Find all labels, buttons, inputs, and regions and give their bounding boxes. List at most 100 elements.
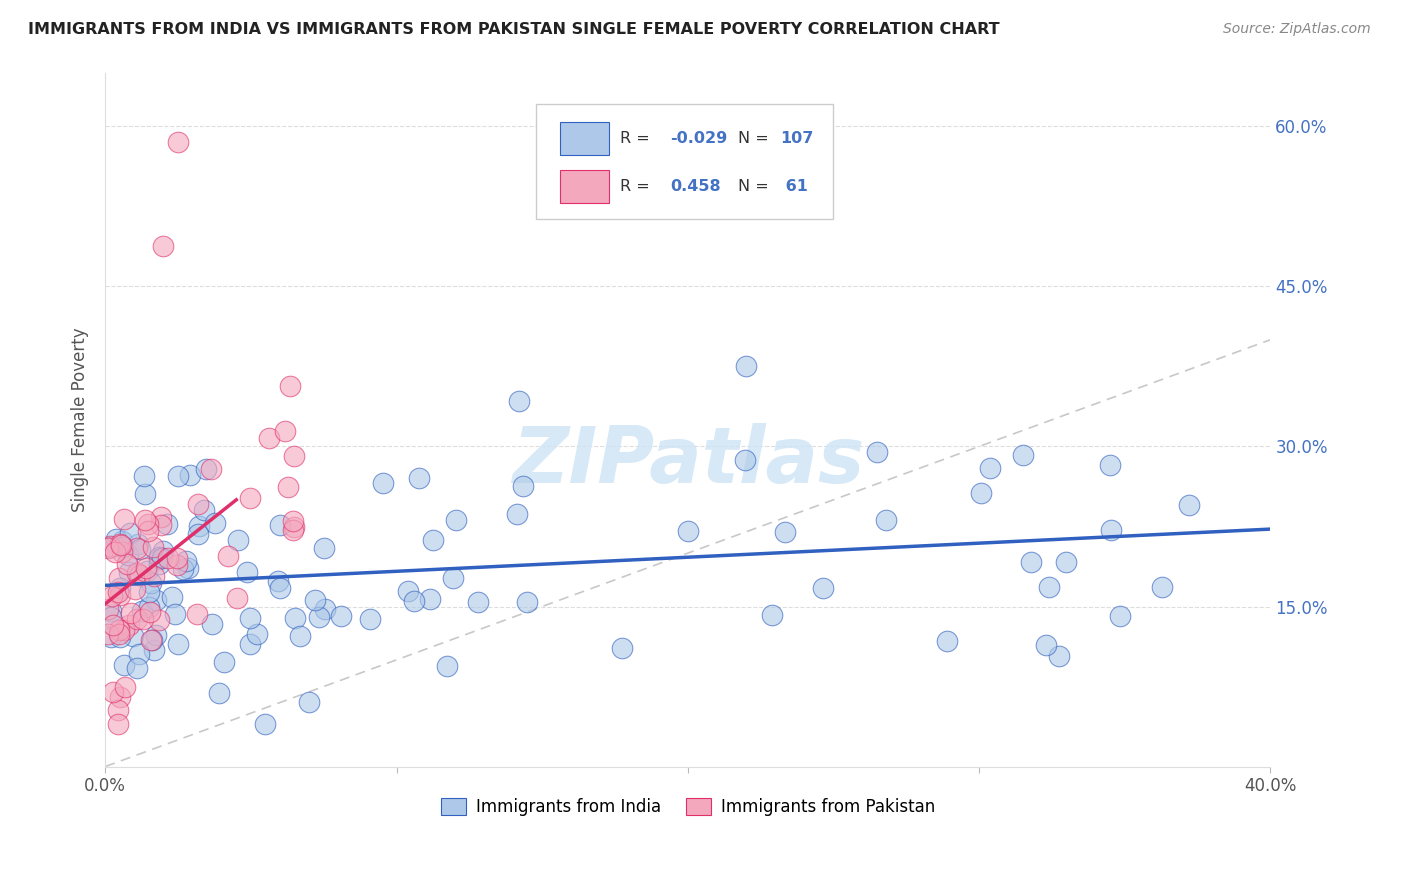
Point [110, 588, 132, 602]
Point [100, 540, 122, 554]
Point [110, 630, 132, 644]
Text: Source: ZipAtlas.com: Source: ZipAtlas.com [1223, 22, 1371, 37]
Point [773, 525, 796, 540]
Point [100, 630, 122, 644]
Point [277, 480, 299, 494]
Point [108, 626, 131, 640]
Point [152, 544, 174, 558]
Point [157, 551, 180, 566]
Point [225, 591, 247, 605]
Point [187, 497, 209, 511]
Text: 61: 61 [780, 179, 807, 194]
Point [125, 612, 148, 626]
Point [371, 476, 394, 491]
Point [177, 561, 200, 575]
Point [165, 607, 187, 622]
Point [111, 545, 134, 559]
Point [97, 541, 120, 555]
Point [304, 593, 326, 607]
Point [312, 541, 335, 555]
Point [419, 591, 441, 606]
Text: N =: N = [738, 130, 773, 145]
Point [139, 633, 162, 648]
Point [110, 538, 132, 552]
Y-axis label: Single Female Poverty: Single Female Poverty [72, 327, 89, 512]
Text: 0.458: 0.458 [671, 179, 721, 194]
Point [125, 660, 148, 674]
Point [979, 460, 1001, 475]
Point [136, 517, 159, 532]
Point [761, 607, 783, 622]
Point [284, 611, 307, 625]
Point [166, 469, 188, 483]
Point [875, 513, 897, 527]
Point [396, 583, 419, 598]
Point [103, 684, 125, 698]
Point [246, 627, 269, 641]
Point [166, 558, 188, 573]
Point [141, 633, 163, 648]
Point [108, 536, 131, 550]
Point [129, 541, 152, 556]
Point [186, 607, 208, 621]
Point [118, 617, 141, 632]
Point [193, 503, 215, 517]
Text: ZIPatlas: ZIPatlas [512, 424, 863, 500]
Point [505, 507, 527, 521]
Point [195, 462, 218, 476]
Point [117, 548, 139, 562]
Point [121, 629, 143, 643]
FancyBboxPatch shape [560, 121, 609, 155]
Point [217, 549, 239, 563]
Point [179, 467, 201, 482]
Point [866, 444, 889, 458]
Point [516, 595, 538, 609]
Point [134, 513, 156, 527]
Point [156, 517, 179, 532]
Text: R =: R = [620, 130, 655, 145]
Point [204, 516, 226, 530]
Point [1099, 458, 1122, 472]
Point [132, 612, 155, 626]
Point [735, 359, 758, 374]
Point [811, 581, 834, 595]
Point [274, 424, 297, 438]
Point [118, 565, 141, 579]
Point [253, 717, 276, 731]
Point [107, 717, 129, 731]
Point [124, 582, 146, 596]
Point [138, 599, 160, 614]
Point [269, 517, 291, 532]
Point [436, 658, 458, 673]
Point [104, 545, 127, 559]
Point [160, 590, 183, 604]
Point [467, 595, 489, 609]
Point [111, 541, 134, 555]
Point [208, 685, 231, 699]
Point [134, 486, 156, 500]
Point [167, 136, 190, 150]
Point [610, 641, 633, 656]
Point [114, 680, 136, 694]
Point [1178, 498, 1201, 512]
Point [127, 566, 149, 580]
Point [139, 605, 162, 619]
Point [150, 550, 173, 565]
Point [970, 486, 993, 500]
Point [100, 604, 122, 618]
Point [308, 610, 330, 624]
Point [402, 594, 425, 608]
Point [148, 552, 170, 566]
Point [143, 643, 166, 657]
FancyBboxPatch shape [560, 170, 609, 203]
Point [108, 690, 131, 705]
Point [149, 510, 172, 524]
Point [135, 561, 157, 575]
Point [200, 462, 222, 476]
Point [508, 394, 530, 409]
Point [166, 551, 188, 566]
Point [676, 524, 699, 538]
Point [172, 562, 194, 576]
Point [226, 533, 249, 547]
Point [422, 533, 444, 548]
